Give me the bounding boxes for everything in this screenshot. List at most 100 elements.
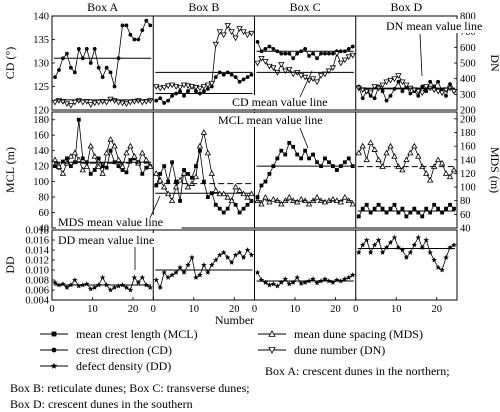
annotation-leader xyxy=(149,195,161,219)
data-point xyxy=(208,81,215,87)
data-point xyxy=(329,196,337,202)
data-point xyxy=(270,281,277,287)
data-point xyxy=(327,160,331,165)
data-point xyxy=(139,149,146,156)
y2-tick-label: 500 xyxy=(460,59,476,70)
data-point xyxy=(248,30,255,37)
y-tick-label: 0.010 xyxy=(25,266,49,277)
data-point xyxy=(424,89,429,94)
data-point xyxy=(80,156,85,161)
y-tick-label: 100 xyxy=(33,177,49,188)
legend-marker xyxy=(51,331,57,337)
data-point xyxy=(350,44,355,49)
y2-axis-title-middle: MDS (m) xyxy=(488,147,500,193)
x-tick-label: 10 xyxy=(189,304,200,315)
data-point xyxy=(100,75,105,79)
data-point xyxy=(161,183,168,190)
data-point xyxy=(262,279,269,285)
data-point xyxy=(383,79,390,86)
y-axis-title-top: CD (°) xyxy=(3,47,17,79)
data-point xyxy=(208,170,215,176)
legend-label: dune number (DN) xyxy=(294,343,385,357)
data-point xyxy=(240,190,247,197)
annotation-text: CD mean value line xyxy=(232,95,328,109)
data-point xyxy=(391,234,398,240)
data-point xyxy=(147,163,154,169)
x-tick-label: 10 xyxy=(87,304,98,315)
data-point xyxy=(236,187,243,193)
data-point xyxy=(170,94,175,98)
annotation-cd-mean: CD mean value line xyxy=(230,70,350,109)
annotation-leader xyxy=(419,33,423,77)
data-point xyxy=(387,77,394,84)
data-point xyxy=(262,193,269,200)
data-point xyxy=(311,152,315,157)
legend-item: dune number (DN) xyxy=(258,343,385,357)
series-line xyxy=(358,236,455,271)
data-point xyxy=(164,83,172,90)
data-point xyxy=(67,153,75,159)
data-point xyxy=(423,84,430,90)
data-point xyxy=(299,156,304,161)
data-point xyxy=(323,51,327,56)
data-point xyxy=(139,99,146,106)
y2-tick-label: 120 xyxy=(460,169,476,180)
data-point xyxy=(403,254,410,260)
y2-tick-label: 200 xyxy=(460,106,476,117)
y-tick-label: 0.004 xyxy=(25,296,49,307)
data-point xyxy=(271,47,276,51)
data-point xyxy=(212,187,219,193)
data-point xyxy=(104,165,109,170)
data-point xyxy=(435,264,441,270)
data-point xyxy=(108,148,113,153)
data-point xyxy=(451,242,457,248)
data-point xyxy=(143,156,150,163)
y-tick-label: 120 xyxy=(33,162,49,173)
data-point xyxy=(178,89,182,94)
data-point xyxy=(310,276,316,282)
data-point xyxy=(329,65,337,72)
data-point xyxy=(220,190,227,197)
data-point xyxy=(411,142,418,149)
data-point xyxy=(140,28,145,32)
data-point xyxy=(245,202,250,207)
data-point xyxy=(186,171,190,176)
data-point xyxy=(424,206,429,211)
data-point xyxy=(170,160,175,165)
data-point xyxy=(111,142,118,149)
data-point xyxy=(267,171,272,176)
data-point xyxy=(333,51,341,57)
data-point xyxy=(123,284,130,290)
legend-marker xyxy=(268,330,276,337)
data-point xyxy=(295,51,300,56)
data-point xyxy=(395,73,402,79)
data-point xyxy=(108,70,113,75)
data-point xyxy=(416,94,421,98)
data-point xyxy=(120,23,125,28)
plot-layer: 120125130135140200300400500600700800CD (… xyxy=(3,0,500,327)
data-point xyxy=(392,202,397,207)
data-point xyxy=(128,158,133,162)
data-point xyxy=(241,77,246,82)
data-point xyxy=(96,65,101,70)
data-point xyxy=(87,142,94,149)
data-point xyxy=(387,142,394,149)
data-point xyxy=(68,65,73,70)
data-point xyxy=(266,198,273,205)
data-point xyxy=(258,200,265,207)
data-point xyxy=(154,183,159,188)
data-point xyxy=(367,139,374,146)
data-point xyxy=(166,179,171,184)
annotation-text: MCL mean value line xyxy=(218,113,323,127)
data-point xyxy=(68,164,73,169)
data-point xyxy=(221,72,226,77)
data-point xyxy=(259,183,264,188)
data-point xyxy=(245,75,250,79)
y-tick-label: 180 xyxy=(33,115,49,126)
data-point xyxy=(403,156,410,163)
annotation-leader xyxy=(299,70,313,98)
data-point xyxy=(204,82,212,89)
data-point xyxy=(168,197,176,204)
data-point xyxy=(450,88,458,95)
data-point xyxy=(190,175,194,180)
